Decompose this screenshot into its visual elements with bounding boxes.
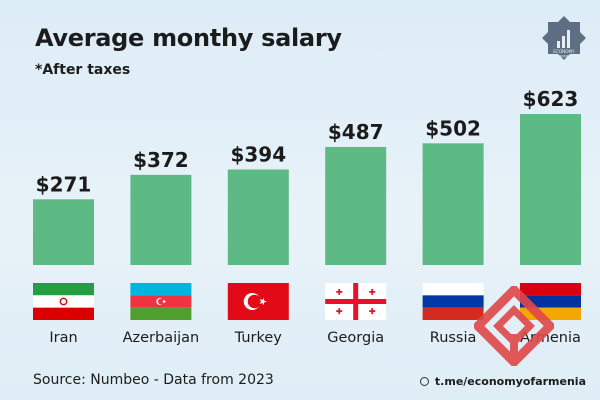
bar-azerbaijan	[130, 174, 192, 265]
value-label-russia: $502	[425, 116, 481, 140]
value-label-armenia: $623	[523, 87, 579, 111]
azerbaijan-flag	[130, 283, 192, 320]
georgia-flag	[325, 283, 387, 320]
bar-armenia	[520, 114, 581, 265]
iran-flag	[33, 283, 94, 320]
value-label-georgia: $487	[328, 120, 384, 144]
category-label-azerbaijan: Azerbaijan	[123, 330, 200, 346]
bar-turkey	[227, 169, 289, 265]
logo-text-line2: OF ARMENIA	[553, 55, 575, 59]
chart-subtitle: *After taxes	[35, 62, 131, 78]
category-label-iran: Iran	[49, 330, 77, 346]
chart-title: Average monthy salary	[35, 24, 342, 52]
category-label-turkey: Turkey	[234, 330, 283, 346]
category-label-russia: Russia	[430, 330, 477, 346]
watermark-icon	[474, 286, 554, 366]
logo-text-line1: ECONOMY	[553, 49, 575, 54]
bar-iran	[33, 199, 94, 265]
turkey-flag	[227, 283, 289, 320]
value-label-iran: $271	[36, 172, 92, 196]
social-handle-text: t.me/economyofarmenia	[434, 375, 586, 388]
russia-flag	[422, 283, 484, 320]
value-label-turkey: $394	[230, 143, 286, 167]
source-note: Source: Numbeo - Data from 2023	[33, 372, 274, 388]
category-label-georgia: Georgia	[327, 330, 384, 346]
economy-of-armenia-logo: ECONOMY OF ARMENIA	[542, 16, 586, 60]
instagram-icon	[419, 377, 429, 386]
bar-russia	[422, 143, 484, 265]
bar-georgia	[325, 146, 387, 265]
social-handle[interactable]: t.me/economyofarmenia	[419, 375, 586, 388]
value-label-azerbaijan: $372	[133, 148, 189, 172]
